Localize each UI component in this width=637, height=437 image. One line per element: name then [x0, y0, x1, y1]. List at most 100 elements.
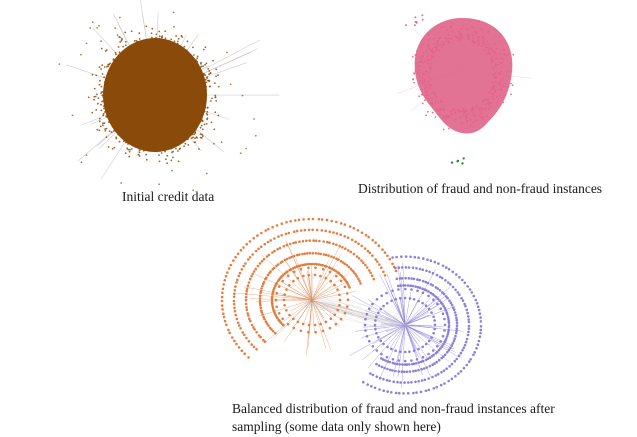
non-fraud-node: [458, 293, 461, 297]
network-node: [199, 136, 202, 139]
network-node: [110, 94, 112, 97]
non-fraud-node: [476, 105, 478, 107]
network-node: [124, 152, 127, 155]
non-fraud-node: [426, 59, 429, 61]
fraud-node: [268, 326, 272, 330]
fraud-node: [252, 237, 255, 240]
network-node: [208, 80, 210, 82]
non-fraud-node: [493, 85, 496, 87]
non-fraud-node: [472, 108, 474, 111]
non-fraud-node: [457, 354, 461, 358]
network-node: [171, 151, 173, 154]
non-fraud-node: [447, 33, 450, 36]
non-fraud-node: [474, 106, 477, 109]
network-node: [146, 45, 148, 48]
network-node: [80, 161, 83, 164]
network-node: [210, 121, 213, 124]
non-fraud-node: [441, 101, 444, 103]
non-fraud-node: [492, 81, 494, 84]
network-node: [197, 79, 200, 82]
non-fraud-node: [480, 107, 483, 110]
non-fraud-node: [418, 82, 421, 84]
network-node: [138, 49, 140, 52]
non-fraud-node: [447, 326, 451, 329]
network-node: [206, 106, 209, 109]
network-node: [111, 147, 114, 150]
non-fraud-node: [433, 46, 436, 49]
non-fraud-node: [416, 278, 419, 281]
non-fraud-node: [434, 295, 438, 299]
fraud-node: [282, 244, 286, 248]
non-fraud-node: [483, 41, 485, 43]
network-edge: [401, 324, 406, 388]
non-fraud-node: [441, 41, 444, 44]
non-fraud-node: [459, 351, 463, 355]
non-fraud-node: [417, 71, 420, 74]
non-fraud-node: [421, 77, 424, 79]
fraud-node: [248, 317, 251, 321]
non-fraud-node: [501, 86, 504, 89]
non-fraud-node: [499, 57, 502, 60]
fraud-node: [330, 255, 333, 258]
network-node: [203, 94, 206, 96]
network-node: [117, 125, 119, 128]
network-node: [239, 152, 242, 155]
network-node: [204, 92, 207, 95]
fraud-node: [303, 252, 307, 255]
fraud-node: [280, 222, 284, 225]
non-fraud-node: [465, 308, 469, 312]
network-node: [204, 106, 207, 109]
non-fraud-node: [375, 315, 378, 319]
fraud-node: [369, 271, 373, 275]
network-node: [205, 85, 208, 88]
non-fraud-node: [390, 347, 393, 351]
network-node: [206, 113, 209, 116]
network-node: [105, 127, 108, 130]
network-node: [115, 68, 117, 70]
non-fraud-node: [467, 324, 471, 328]
non-fraud-node: [507, 53, 509, 56]
non-fraud-node: [427, 45, 430, 48]
network-node: [173, 140, 176, 143]
fraud-node: [356, 229, 360, 232]
network-node: [189, 115, 192, 117]
fraud-node: [339, 259, 343, 263]
network-node: [185, 127, 188, 130]
fraud-node: [324, 320, 328, 324]
network-node: [196, 60, 199, 63]
network-node: [149, 45, 152, 47]
non-fraud-node: [492, 66, 494, 68]
non-fraud-node: [409, 284, 412, 288]
network-node: [118, 51, 121, 54]
fraud-node: [298, 253, 301, 256]
fraud-node: [324, 229, 328, 233]
network-node: [158, 183, 161, 186]
network-node: [115, 136, 118, 139]
network-node: [206, 76, 209, 79]
network-node: [137, 143, 140, 146]
non-fraud-node: [444, 308, 448, 312]
non-fraud-node: [473, 351, 477, 354]
non-fraud-node: [434, 352, 438, 355]
fraud-node: [461, 162, 464, 165]
network-node: [113, 98, 116, 100]
non-fraud-node: [436, 110, 439, 112]
non-fraud-node: [447, 37, 450, 39]
network-node: [209, 72, 212, 74]
network-node: [128, 141, 131, 144]
network-node: [174, 135, 177, 137]
fraud-node: [241, 331, 245, 334]
network-node: [165, 138, 168, 141]
fraud-node: [238, 271, 242, 275]
non-fraud-node: [405, 370, 409, 374]
network-node: [105, 106, 107, 108]
non-fraud-node: [399, 284, 402, 287]
non-fraud-node: [375, 298, 379, 301]
non-fraud-node: [425, 84, 428, 87]
network-node: [169, 136, 172, 139]
network-node: [105, 92, 107, 95]
network-node: [192, 189, 195, 192]
fraud-node: [336, 288, 339, 291]
fraud-node: [225, 323, 228, 327]
network-node: [113, 65, 116, 67]
